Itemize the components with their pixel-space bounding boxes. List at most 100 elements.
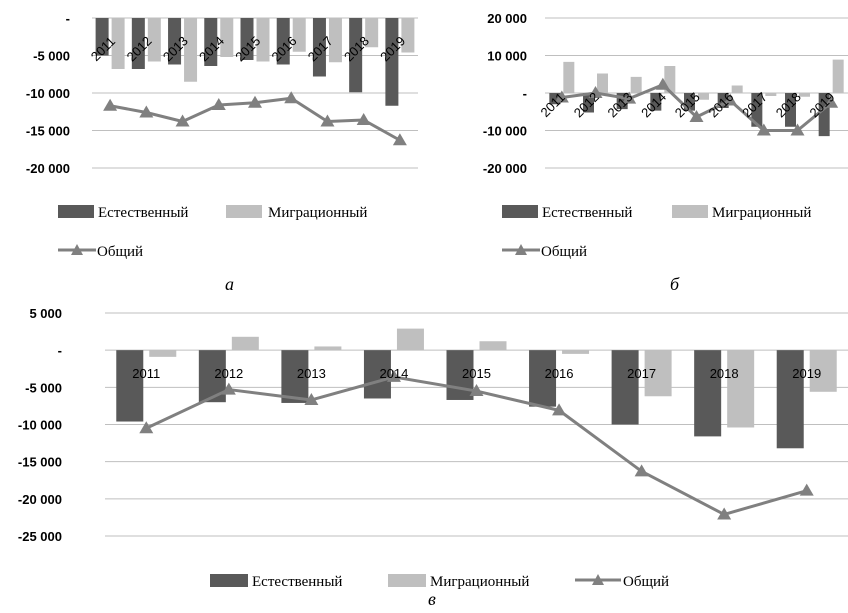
panel-c-y-ticks: 5 000 - -5 000 -10 000 -15 000 -20 000 -25 000	[18, 306, 62, 544]
panel-a-y-ticks: - -5 000 -10 000 -15 000 -20 000	[26, 11, 70, 176]
legend-label-migration: Миграционный	[430, 574, 529, 590]
panel-b-y-ticks: 20 000 10 000 - -10 000 -20 000	[483, 11, 527, 176]
bar-natural-2011	[549, 93, 561, 105]
y-tick-label: -15 000	[26, 124, 70, 139]
total-marker-2014	[211, 98, 226, 110]
bar-natural-2013	[616, 93, 628, 110]
legend-swatch-total-marker	[592, 574, 604, 585]
bar-migration-2017	[644, 350, 672, 397]
total-marker-2011	[139, 421, 154, 434]
legend-label-total: Общий	[623, 574, 669, 590]
panel-b-total-line	[554, 77, 839, 136]
panel-a: --5 000-10 000-15 000-20 000 2011 2012 201…	[26, 11, 418, 294]
panel-b-legend: Естественный Миграционный Общий	[502, 205, 811, 260]
bar-natural-2016	[717, 93, 729, 108]
y-tick-label: -5 000	[33, 49, 70, 64]
category-label-2011: 2011	[132, 366, 160, 381]
bar-migration-2012	[597, 73, 608, 93]
total-marker-2017	[320, 114, 335, 127]
total-marker-2015	[248, 95, 262, 108]
bar-natural-2015	[684, 93, 695, 111]
panel-c-category-labels: 2011 2012 2013 2014 2015 2016 2017 2018 2019	[132, 366, 821, 381]
category-label-2019: 2019	[792, 366, 821, 381]
bar-natural-2018	[349, 18, 363, 93]
legend-swatch-natural	[502, 205, 538, 218]
bar-migration-2015	[698, 93, 709, 100]
bar-migration-2011	[111, 18, 125, 69]
legend-label-total: Общий	[541, 244, 587, 260]
total-marker-2014	[655, 77, 670, 90]
total-marker-2013	[304, 392, 319, 405]
total-marker-2014	[386, 369, 401, 382]
bar-migration-2012	[231, 336, 259, 351]
bar-migration-2017	[765, 93, 777, 96]
category-label-2018: 2018	[710, 366, 739, 381]
bar-natural-2018	[694, 350, 722, 437]
bar-migration-2016	[292, 18, 306, 52]
bar-migration-2013	[630, 76, 642, 93]
bar-natural-2016	[276, 18, 290, 65]
bar-natural-2015	[446, 350, 474, 400]
y-tick-label: -15 000	[18, 455, 62, 470]
total-marker-2012	[221, 382, 236, 395]
bar-natural-2017	[312, 18, 326, 77]
legend-label-total: Общий	[97, 244, 143, 260]
bar-natural-2014	[650, 93, 662, 111]
total-marker-2011	[554, 90, 569, 103]
y-tick-label: 20 000	[487, 11, 527, 26]
panel-a-legend: Естественный Миграционный Общий	[58, 205, 367, 260]
total-marker-2017	[756, 123, 771, 136]
panel-c-bars	[116, 328, 837, 449]
bar-migration-2018	[365, 18, 379, 48]
legend-label-migration: Миграционный	[268, 205, 367, 221]
legend-label-natural: Естественный	[252, 574, 342, 590]
legend-label-natural: Естественный	[542, 205, 632, 221]
y-tick-label: -25 000	[18, 529, 62, 544]
y-tick-label: 10 000	[487, 49, 527, 64]
total-marker-2015	[469, 384, 484, 397]
y-tick-label: -20 000	[483, 161, 527, 176]
y-tick-label: -10 000	[483, 124, 527, 139]
bar-natural-2012	[131, 18, 145, 69]
legend-swatch-migration	[388, 574, 426, 587]
total-marker-2012	[139, 105, 154, 118]
panel-c: 5 000 - -5 000 -10 000 -15 000 -20 000 -25 000…	[18, 306, 848, 609]
bar-natural-2013	[281, 350, 309, 403]
legend-label-natural: Естественный	[98, 205, 188, 221]
bar-natural-2013	[168, 18, 182, 65]
bar-migration-2013	[314, 346, 342, 351]
panel-c-legend: Естественный Миграционный Общий	[210, 574, 669, 590]
legend-swatch-migration	[672, 205, 708, 218]
bar-migration-2016	[562, 350, 590, 354]
bar-migration-2011	[563, 61, 575, 93]
legend-swatch-total-marker	[71, 244, 83, 255]
bar-natural-2011	[95, 18, 109, 56]
panel-c-total-line	[139, 369, 814, 520]
bar-migration-2015	[256, 18, 270, 62]
bar-natural-2012	[583, 93, 594, 113]
total-marker-2017	[634, 464, 649, 477]
bar-natural-2018	[785, 93, 796, 127]
y-tick-label: -5 000	[25, 380, 62, 395]
y-tick-label: -20 000	[18, 492, 62, 507]
panel-b-bars	[549, 59, 844, 137]
bar-natural-2019	[818, 93, 830, 137]
bar-migration-2016	[731, 85, 743, 93]
total-marker-2013	[622, 91, 637, 104]
total-marker-2013	[175, 114, 190, 127]
legend-swatch-total-marker	[515, 244, 527, 255]
bar-natural-2017	[611, 350, 639, 425]
total-marker-2018	[790, 123, 805, 136]
bar-migration-2018	[727, 350, 755, 428]
panel-c-gridlines	[105, 312, 848, 537]
bar-migration-2019	[832, 59, 844, 93]
y-tick-label: -	[523, 86, 527, 101]
bar-migration-2015	[479, 341, 507, 351]
bar-natural-2019	[385, 18, 399, 106]
bar-natural-2019	[776, 350, 804, 449]
y-tick-label: -10 000	[18, 418, 62, 433]
bar-migration-2014	[396, 328, 424, 351]
panel-b-caption: б	[670, 274, 680, 294]
